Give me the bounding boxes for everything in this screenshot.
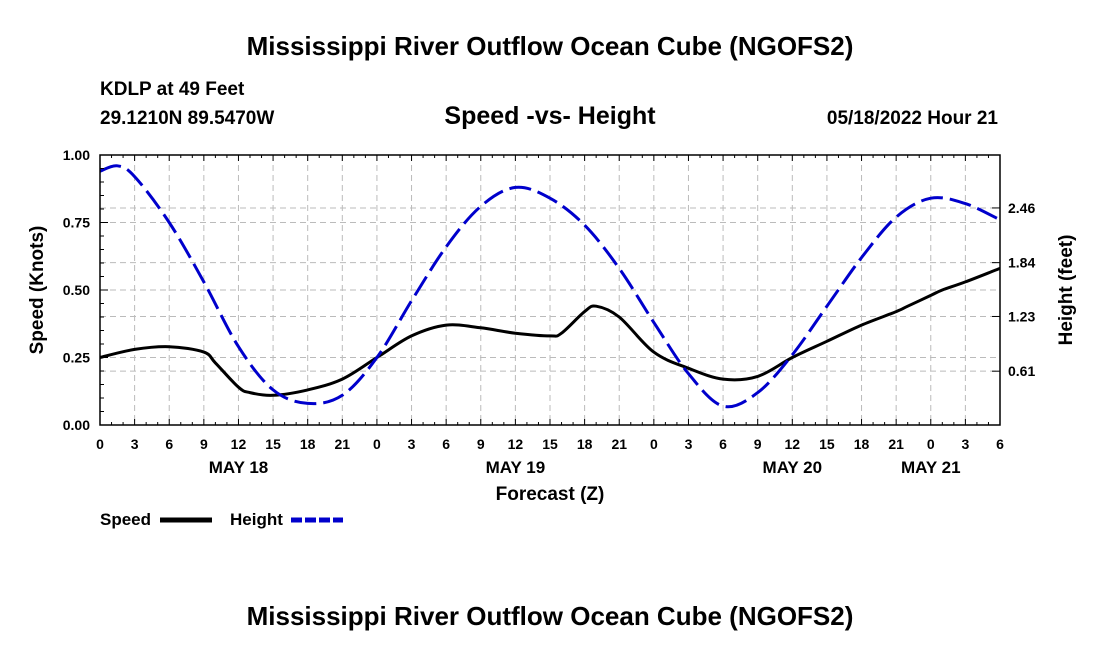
legend-height-label: Height bbox=[230, 510, 283, 529]
footer-title: Mississippi River Outflow Ocean Cube (NG… bbox=[247, 601, 854, 631]
x-tick-label: 18 bbox=[854, 436, 870, 452]
x-tick-label: 0 bbox=[96, 436, 104, 452]
day-label: MAY 18 bbox=[209, 458, 269, 477]
x-tick-label: 12 bbox=[508, 436, 524, 452]
series-line-height bbox=[99, 164, 1001, 409]
y-left-tick-label: 0.25 bbox=[63, 350, 90, 366]
y-axis-right-label: Height (feet) bbox=[1056, 235, 1077, 346]
y-left-tick-label: 0.50 bbox=[63, 282, 90, 298]
x-tick-label: 3 bbox=[408, 436, 416, 452]
x-tick-label: 21 bbox=[888, 436, 904, 452]
day-label: MAY 20 bbox=[763, 458, 823, 477]
x-tick-label: 12 bbox=[785, 436, 801, 452]
day-label: MAY 21 bbox=[901, 458, 961, 477]
x-tick-label: 15 bbox=[819, 436, 835, 452]
y-axis-left-label: Speed (Knots) bbox=[27, 226, 48, 355]
x-tick-label: 6 bbox=[719, 436, 727, 452]
x-tick-label: 12 bbox=[231, 436, 247, 452]
x-tick-label: 18 bbox=[300, 436, 316, 452]
y-left-tick-label: 0.75 bbox=[63, 215, 90, 231]
series-layer bbox=[99, 164, 1001, 409]
legend-speed-label: Speed bbox=[100, 510, 151, 529]
coordinates-label: 29.1210N 89.5470W bbox=[100, 108, 274, 129]
x-tick-label: 0 bbox=[373, 436, 381, 452]
y-left-tick-label: 0.00 bbox=[63, 417, 90, 433]
y-right-tick-label: 1.23 bbox=[1008, 308, 1035, 324]
grid-layer bbox=[100, 155, 1000, 425]
x-tick-label: 3 bbox=[685, 436, 693, 452]
x-tick-label: 6 bbox=[442, 436, 450, 452]
x-tick-label: 9 bbox=[200, 436, 208, 452]
x-tick-label: 0 bbox=[927, 436, 935, 452]
x-tick-label: 21 bbox=[335, 436, 351, 452]
x-tick-label: 3 bbox=[131, 436, 139, 452]
legend: Speed Height bbox=[100, 510, 343, 529]
station-label: KDLP at 49 Feet bbox=[100, 79, 245, 100]
x-tick-label: 21 bbox=[611, 436, 627, 452]
chart-subtitle: Speed -vs- Height bbox=[444, 102, 656, 130]
x-tick-label: 15 bbox=[542, 436, 558, 452]
x-tick-label: 6 bbox=[996, 436, 1004, 452]
x-tick-label: 3 bbox=[961, 436, 969, 452]
y-left-tick-label: 1.00 bbox=[63, 147, 90, 163]
day-label: MAY 19 bbox=[486, 458, 546, 477]
x-tick-label: 9 bbox=[754, 436, 762, 452]
x-axis-label: Forecast (Z) bbox=[496, 484, 605, 505]
series-line-speed bbox=[99, 266, 1001, 397]
chart-title: Mississippi River Outflow Ocean Cube (NG… bbox=[247, 31, 854, 61]
timestamp-label: 05/18/2022 Hour 21 bbox=[827, 108, 999, 129]
x-tick-label: 9 bbox=[477, 436, 485, 452]
x-tick-label: 0 bbox=[650, 436, 658, 452]
y-right-tick-label: 2.46 bbox=[1008, 200, 1035, 216]
x-tick-label: 15 bbox=[265, 436, 281, 452]
x-tick-label: 6 bbox=[165, 436, 173, 452]
axis-layer: 0 3 6 9 12 15 18 21 0 3 6 9 12 15 18 21 0 3 6 9 12 15 18 21 0 3 6 M… bbox=[63, 147, 1036, 477]
y-right-tick-label: 1.84 bbox=[1008, 255, 1035, 271]
x-tick-label: 18 bbox=[577, 436, 593, 452]
y-right-tick-label: 0.61 bbox=[1008, 363, 1035, 379]
